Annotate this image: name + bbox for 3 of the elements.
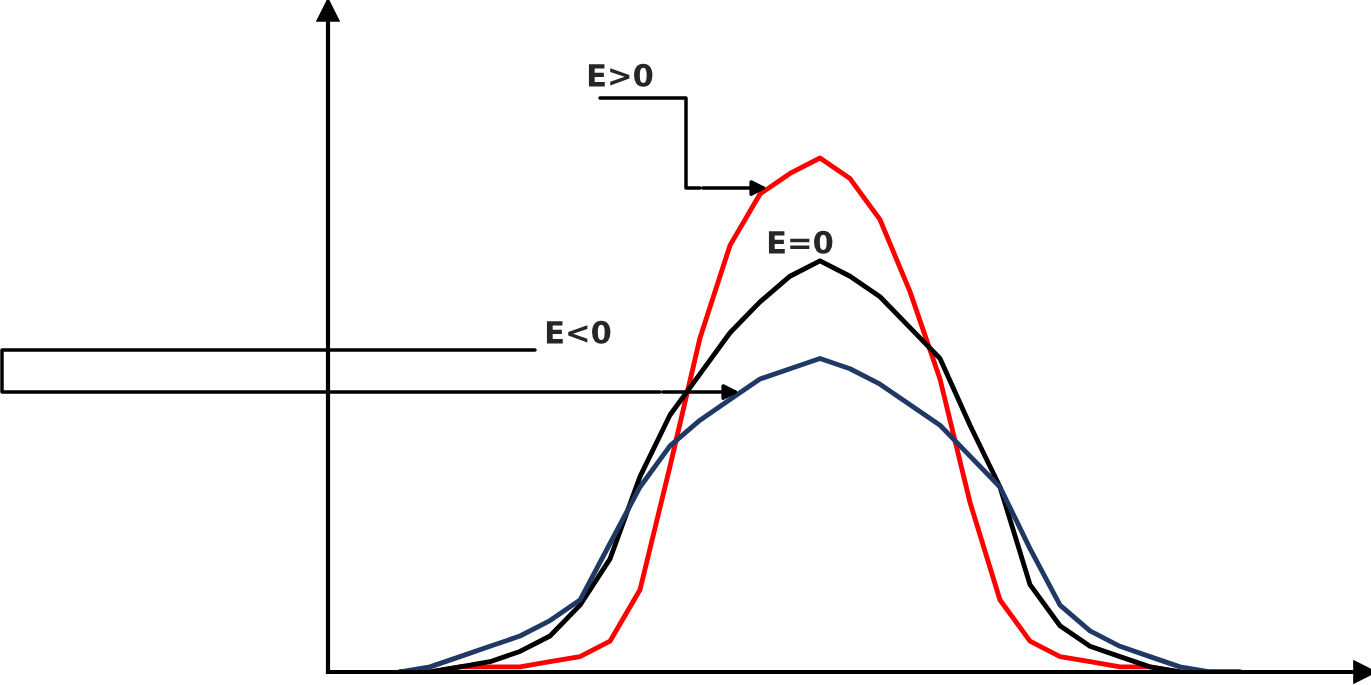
text: E>0 [588, 63, 653, 87]
annotation: E<0 [546, 320, 611, 344]
annotation: E=0 [768, 230, 833, 254]
